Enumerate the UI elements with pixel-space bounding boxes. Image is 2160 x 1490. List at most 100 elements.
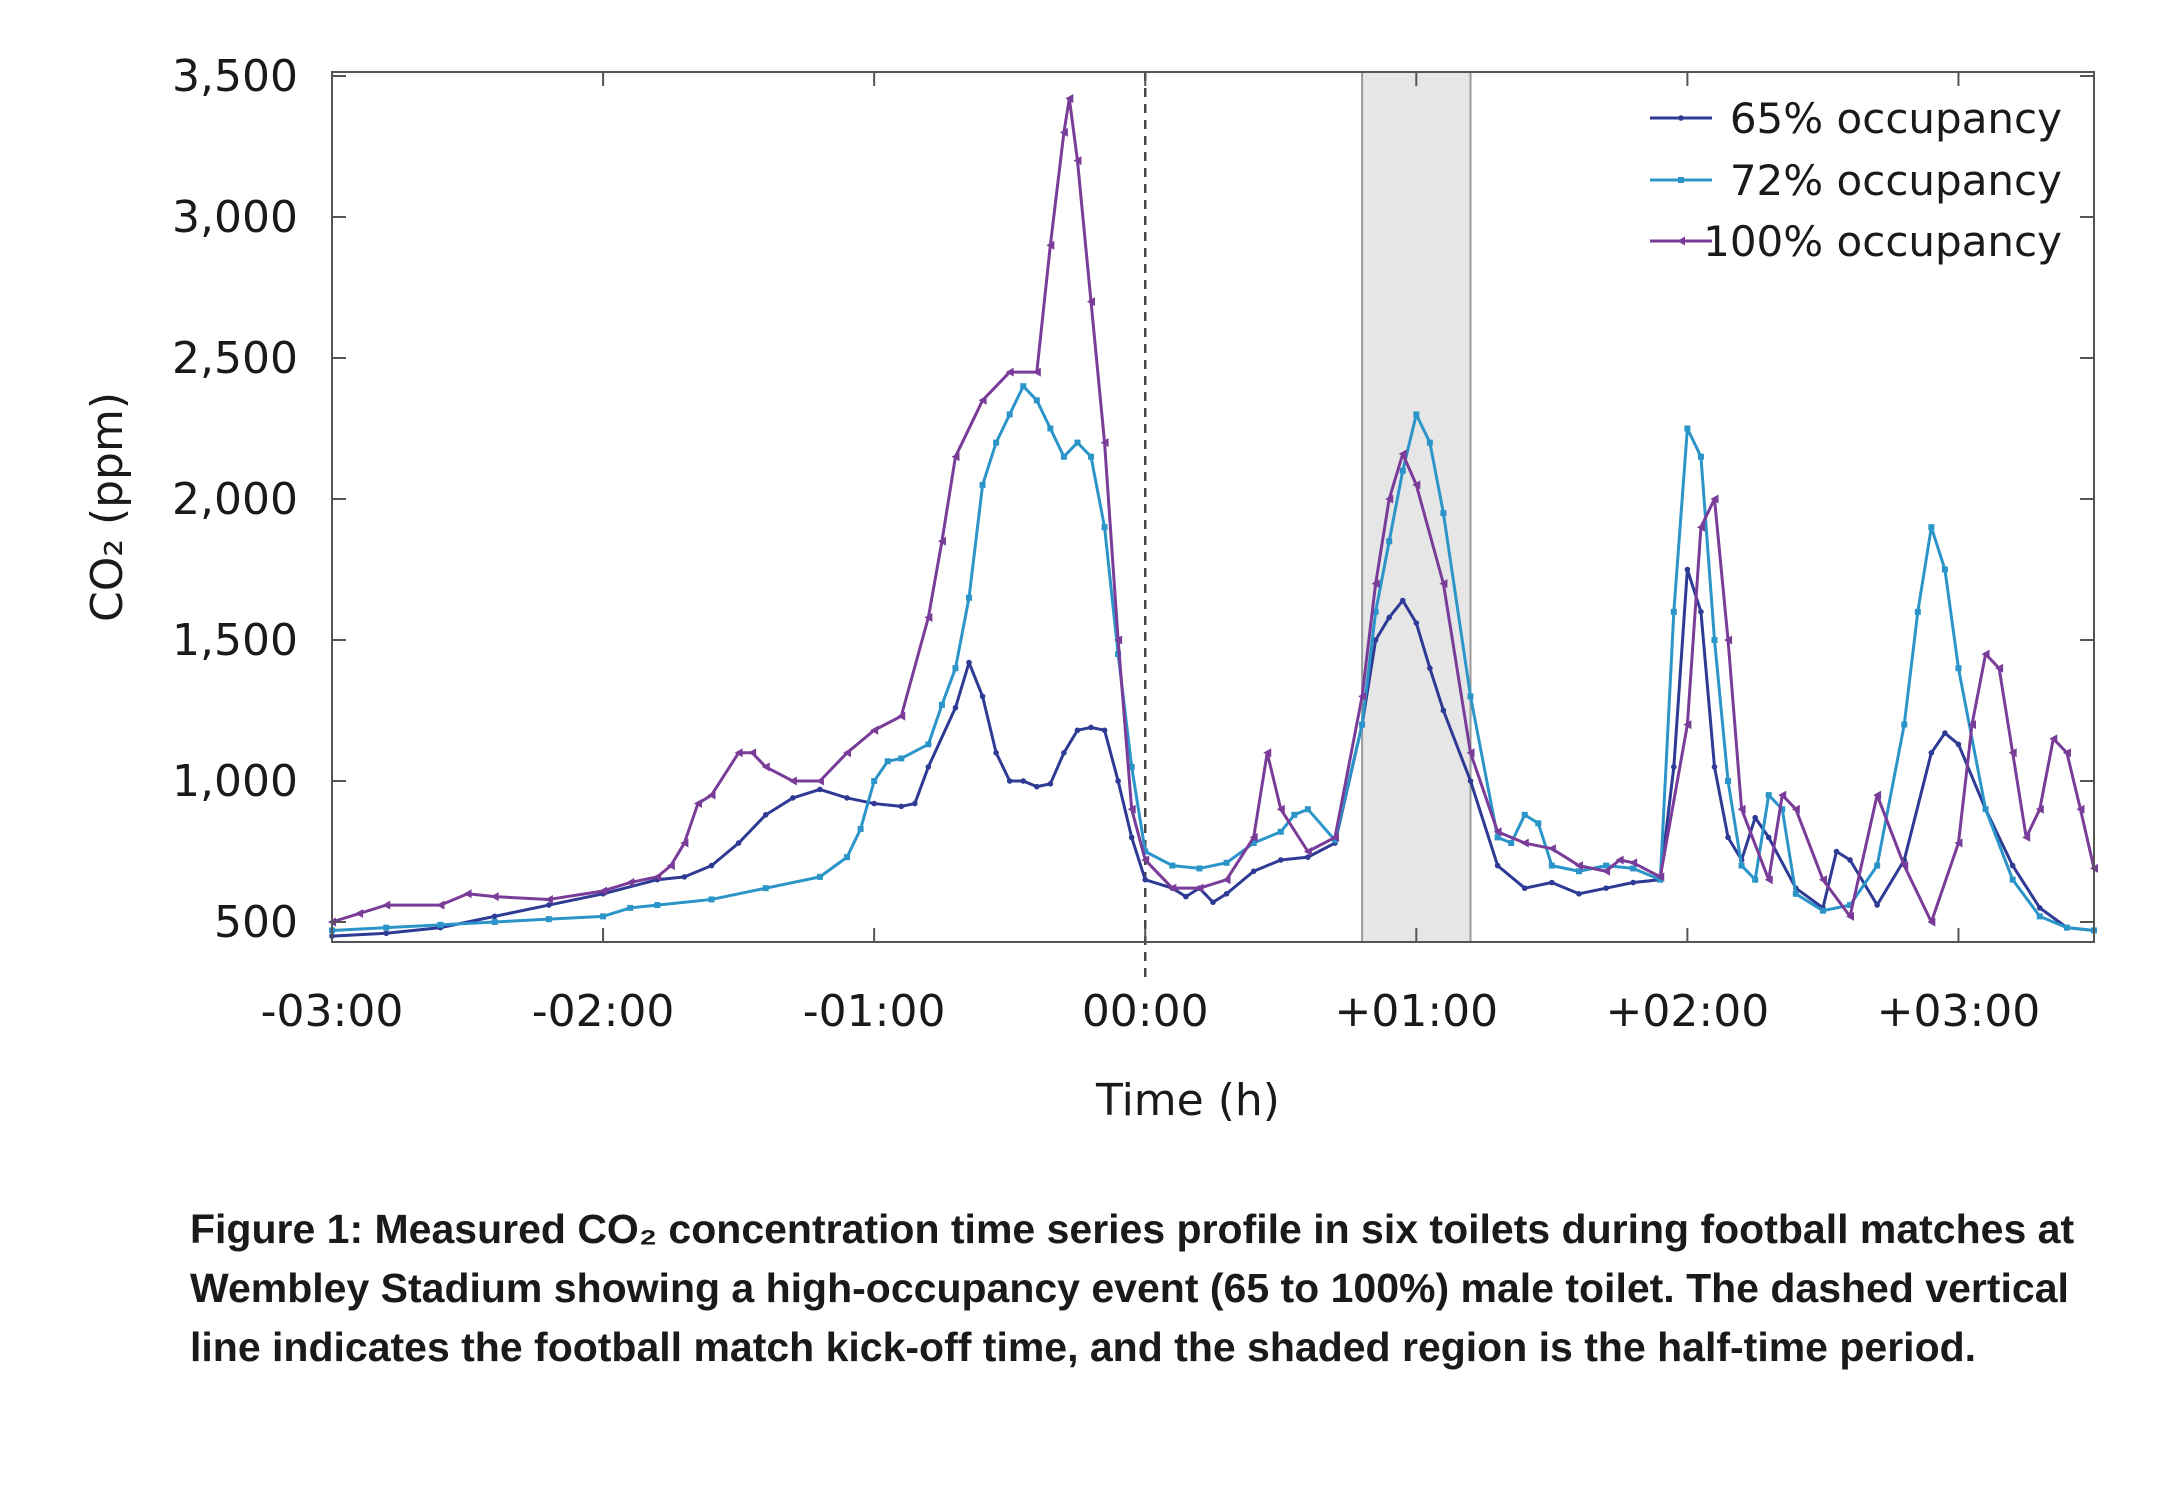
series-2-point-25 [978, 395, 987, 405]
series-0-point-67 [1833, 848, 1840, 855]
y-tick-label-5: 3,000 [172, 192, 298, 243]
series-1-point-28 [1088, 453, 1095, 460]
series-0-point-32 [1142, 876, 1149, 883]
series-2-point-64 [1737, 804, 1746, 814]
series-2-point-82 [2076, 804, 2085, 814]
series-2-point-41 [1263, 748, 1272, 758]
series-0-point-61 [1725, 834, 1731, 841]
series-1-point-23 [1020, 383, 1027, 390]
series-0-point-59 [1698, 609, 1704, 615]
series-1-point-78 [2036, 913, 2043, 920]
series-1-point-24 [1033, 397, 1040, 404]
y-axis-title: CO₂ (ppm) [82, 392, 133, 622]
series-0-point-50 [1494, 862, 1501, 869]
series-1-point-7 [654, 902, 661, 909]
series-2-point-23 [937, 536, 946, 546]
series-0-point-48 [1440, 707, 1447, 714]
series-0-point-20 [979, 693, 986, 700]
series-1-point-58 [1670, 608, 1677, 615]
series-0-point-40 [1305, 854, 1311, 860]
y-tick-label-6: 3,500 [172, 51, 298, 102]
series-2-point-77 [2008, 748, 2017, 758]
series-2-point-6 [544, 894, 553, 904]
series-0-point-68 [1847, 857, 1853, 863]
series-2-point-31 [1073, 156, 1082, 166]
series-0-point-51 [1521, 885, 1528, 891]
series-0-point-26 [1061, 750, 1067, 756]
series-2-point-69 [1846, 911, 1855, 921]
series-0-point-28 [1088, 724, 1094, 731]
series-1-point-75 [1955, 665, 1962, 672]
series-0-point-8 [708, 862, 715, 869]
series-2-point-79 [2035, 804, 2044, 814]
series-1-point-13 [871, 778, 878, 784]
series-2-point-76 [1995, 663, 2004, 673]
series-0-point-13 [844, 795, 850, 801]
series-2-point-22 [924, 612, 933, 622]
series-0-point-47 [1427, 665, 1433, 671]
y-tick-label-1: 1,000 [172, 756, 298, 807]
series-2-point-33 [1100, 438, 1109, 448]
series-0-point-16 [912, 800, 918, 807]
series-0-point-25 [1047, 781, 1054, 787]
series-1-point-79 [2063, 924, 2070, 931]
series-0-line [331, 568, 2095, 938]
series-0-point-46 [1413, 620, 1420, 626]
series-1-point-73 [1928, 524, 1935, 531]
x-tick-label-1: -02:00 [532, 986, 675, 1037]
series-1-point-27 [1074, 439, 1081, 446]
series-1-point-8 [708, 896, 715, 903]
series-2-point-10 [666, 861, 675, 871]
series-2-point-35 [1127, 804, 1136, 814]
series-1-point-4 [545, 916, 552, 923]
series-2-point-9 [653, 872, 662, 882]
series-2-point-67 [1791, 804, 1800, 814]
series-2-point-21 [897, 711, 906, 721]
series-2-point-47 [1385, 494, 1394, 504]
series-2-point-71 [1900, 861, 1909, 871]
series-0-point-29 [1101, 727, 1108, 734]
series-1-point-15 [898, 755, 905, 762]
series-1-point-20 [979, 481, 986, 488]
series-0-point-34 [1183, 893, 1189, 900]
series-0-point-75 [2009, 862, 2016, 869]
halftime-region-layer [1361, 72, 1472, 942]
series-2-point-63 [1724, 635, 1733, 645]
x-axis-title: Time (h) [1095, 1075, 1280, 1126]
y-tick-label-4: 2,500 [172, 333, 298, 384]
series-1-point-42 [1372, 608, 1379, 615]
series-0-point-45 [1399, 597, 1406, 604]
series-2-point-46 [1371, 579, 1380, 589]
series-1-point-69 [1847, 902, 1854, 909]
x-tick-label-0: -03:00 [261, 986, 404, 1037]
series-1-point-49 [1494, 834, 1501, 841]
series-1-point-56 [1630, 865, 1637, 872]
series-0-point-10 [762, 812, 769, 818]
series-2-point-27 [1032, 367, 1041, 377]
halftime-shaded-region [1362, 72, 1471, 942]
series-2-point-5 [490, 892, 499, 902]
series-2-point-13 [707, 790, 716, 800]
series-2-point-15 [748, 748, 757, 758]
y-tick-label-3: 2,000 [172, 474, 298, 525]
series-0-point-57 [1671, 764, 1677, 770]
series-1-point-66 [1779, 806, 1786, 813]
series-1-point-17 [938, 701, 945, 708]
series-2-point-51 [1466, 748, 1475, 758]
series-1-point-41 [1359, 721, 1366, 728]
series-0-point-49 [1467, 778, 1474, 784]
series-2-point-66 [1778, 790, 1787, 800]
series-2-point-45 [1358, 691, 1367, 701]
series-2-point-42 [1276, 804, 1285, 814]
series-1-point-37 [1277, 828, 1284, 835]
series-2-point-62 [1710, 494, 1719, 504]
series-1-point-5 [600, 913, 607, 920]
series-layer [328, 94, 2098, 939]
series-0-point-63 [1752, 814, 1758, 821]
series-2-point-16 [761, 762, 770, 772]
x-tick-label-5: +02:00 [1606, 986, 1770, 1037]
x-tick-label-3: 00:00 [1082, 986, 1209, 1037]
series-2-point-52 [1493, 827, 1502, 837]
series-2-point-78 [2022, 832, 2031, 842]
series-1-point-71 [1901, 721, 1908, 728]
